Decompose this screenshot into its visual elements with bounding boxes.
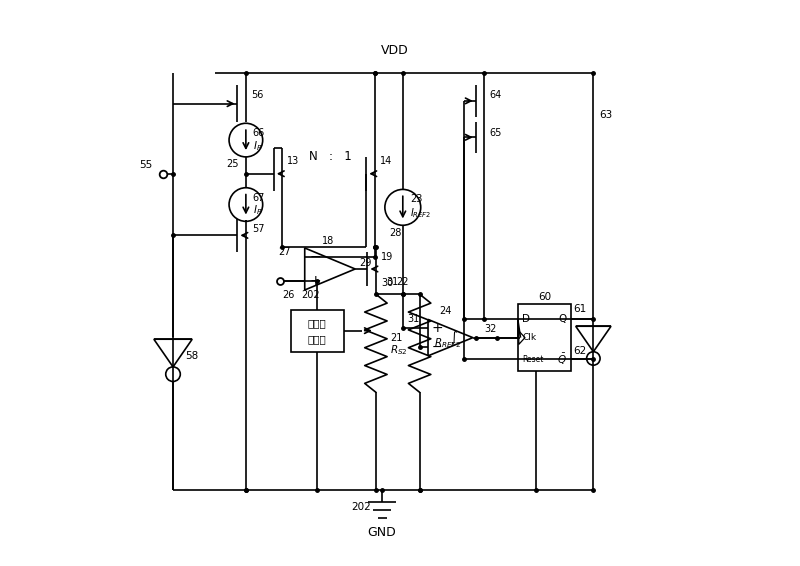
Text: 62: 62 — [574, 346, 587, 356]
Text: 23: 23 — [410, 194, 422, 204]
Text: 25: 25 — [226, 158, 239, 169]
Text: Q: Q — [558, 314, 566, 324]
Text: −: − — [432, 341, 442, 354]
Text: $R_{S2}$: $R_{S2}$ — [390, 343, 407, 357]
Text: $I_{REF2}$: $I_{REF2}$ — [410, 206, 431, 220]
Text: 31: 31 — [407, 314, 420, 324]
Text: 65: 65 — [490, 128, 502, 138]
Text: 31: 31 — [386, 277, 398, 287]
Text: 64: 64 — [490, 90, 502, 100]
Text: 57: 57 — [253, 224, 265, 234]
Text: GND: GND — [368, 526, 397, 539]
Text: 21: 21 — [390, 333, 402, 342]
Text: N   :   1: N : 1 — [309, 151, 351, 164]
Text: −: − — [310, 250, 321, 264]
Text: 30: 30 — [381, 278, 393, 288]
Text: 66: 66 — [253, 128, 265, 138]
Text: VDD: VDD — [381, 44, 408, 57]
Text: D: D — [522, 314, 530, 324]
Text: 可编程: 可编程 — [308, 318, 326, 328]
Text: 28: 28 — [389, 228, 401, 238]
Text: 32: 32 — [484, 324, 497, 335]
Text: 13: 13 — [286, 156, 299, 166]
Text: 202: 202 — [351, 502, 370, 512]
Text: 29: 29 — [360, 259, 372, 268]
Text: ∫: ∫ — [450, 331, 457, 344]
Text: 22: 22 — [396, 277, 409, 287]
Text: 67: 67 — [253, 193, 265, 203]
Text: 26: 26 — [282, 290, 294, 300]
Text: 61: 61 — [574, 304, 587, 314]
Text: 14: 14 — [380, 156, 393, 166]
Text: 19: 19 — [381, 252, 393, 261]
Text: Clk: Clk — [522, 333, 536, 342]
Text: $R_{REF2}$: $R_{REF2}$ — [434, 336, 461, 350]
Bar — [518, 304, 571, 371]
Text: 55: 55 — [139, 160, 153, 170]
Text: 控制器: 控制器 — [308, 334, 326, 344]
Text: 58: 58 — [186, 351, 198, 361]
Text: $I_P$: $I_P$ — [253, 203, 262, 217]
Text: 18: 18 — [322, 236, 334, 246]
Text: 202: 202 — [301, 290, 319, 300]
Bar — [290, 310, 344, 351]
Text: Reset: Reset — [522, 355, 543, 364]
Text: 56: 56 — [251, 90, 264, 100]
Text: +: + — [310, 274, 321, 288]
Text: 24: 24 — [439, 306, 452, 316]
Text: $\bar{Q}$: $\bar{Q}$ — [557, 351, 566, 367]
Text: 60: 60 — [538, 292, 551, 302]
Text: $I_P$: $I_P$ — [253, 139, 262, 153]
Text: 27: 27 — [278, 247, 290, 256]
Text: 63: 63 — [599, 110, 612, 120]
Text: +: + — [432, 321, 443, 335]
